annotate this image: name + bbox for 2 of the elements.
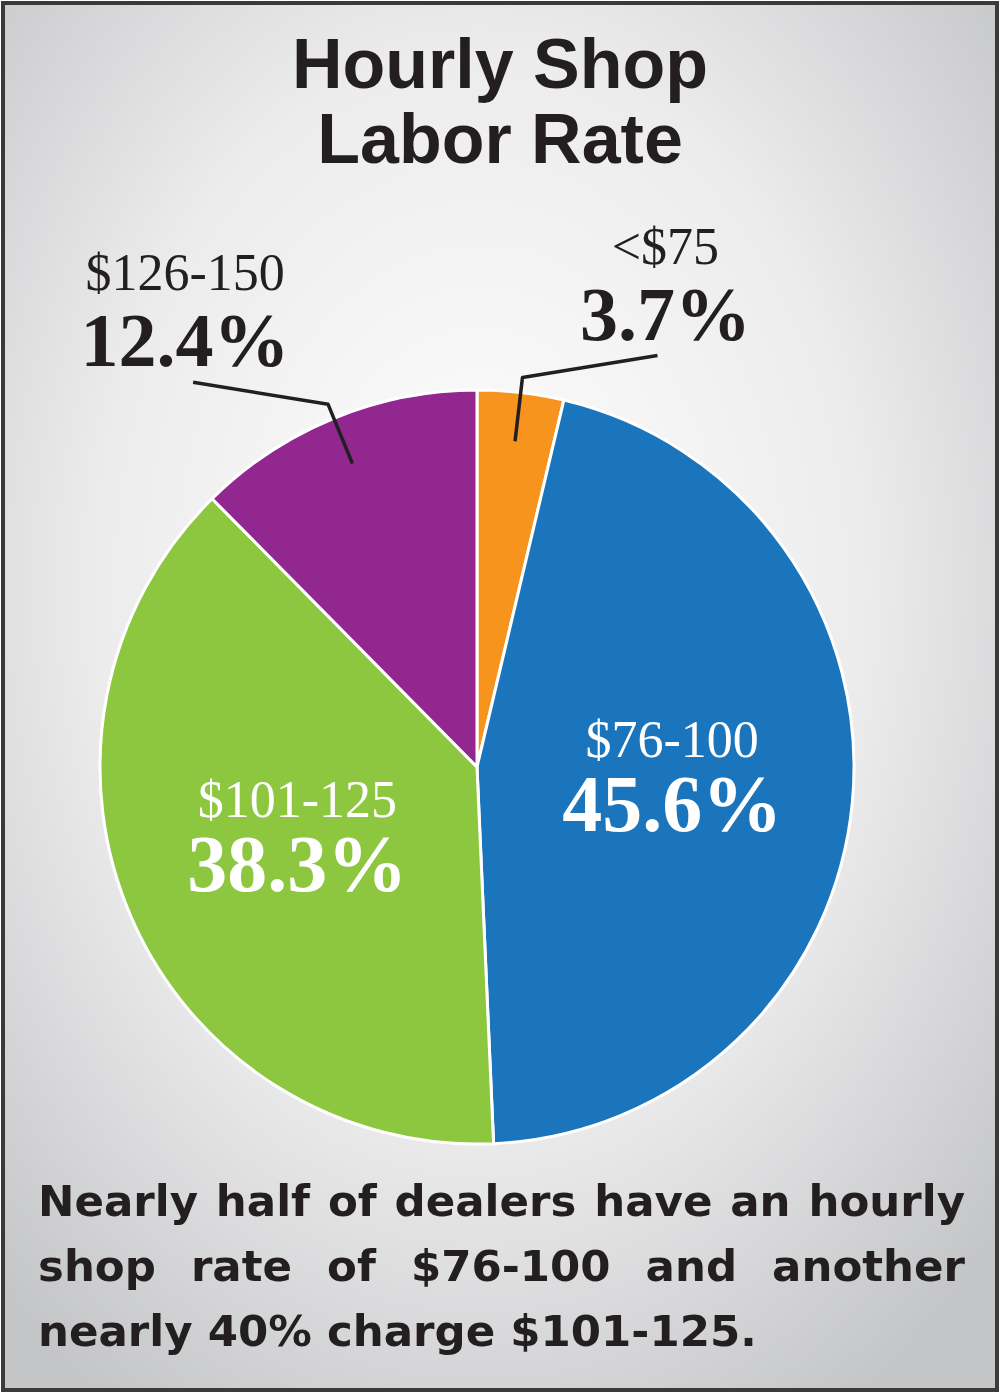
text: Nearly half of dealers have an hourly shop rate of $76-100 and another nearly 40% charge $101-125. bbox=[38, 1176, 966, 1356]
chart-title: Hourly Shop Labor Rate bbox=[291, 25, 709, 178]
